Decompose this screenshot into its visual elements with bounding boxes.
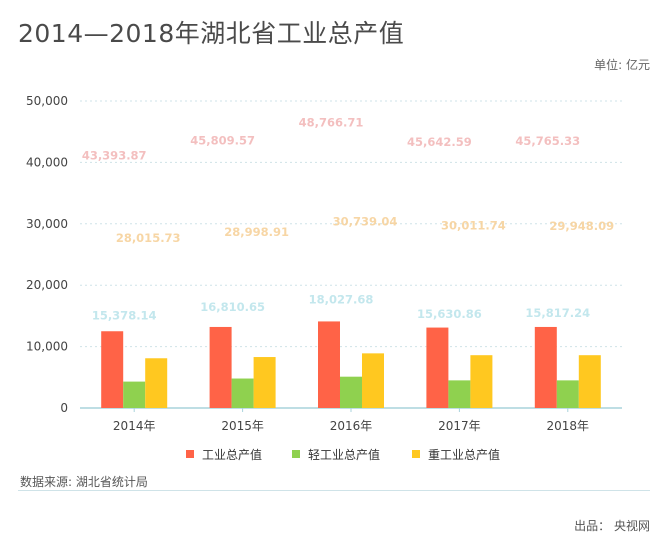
bar-light — [448, 380, 471, 408]
bar-light — [556, 380, 579, 408]
data-source: 数据来源: 湖北省统计局 — [20, 475, 148, 489]
faded-value-label: 16,810.65 — [200, 300, 265, 314]
legend-label: 工业总产值 — [202, 447, 262, 462]
x-tick-label: 2018年 — [547, 419, 590, 433]
faded-value-label: 30,011.74 — [441, 219, 506, 233]
faded-value-label: 18,027.68 — [309, 292, 374, 306]
bar-total — [318, 321, 340, 408]
footer-divider — [18, 490, 650, 491]
x-tick-label: 2015年 — [221, 419, 264, 433]
faded-value-label: 30,739.04 — [333, 214, 398, 228]
x-tick-label: 2014年 — [113, 419, 156, 433]
bar-heavy — [470, 355, 493, 408]
faded-value-label: 15,817.24 — [525, 306, 590, 320]
legend-label: 重工业总产值 — [428, 447, 500, 462]
legend-swatch — [412, 450, 420, 458]
bar-total — [209, 326, 232, 408]
x-tick-label: 2017年 — [438, 419, 481, 433]
faded-value-label: 45,809.57 — [190, 134, 255, 148]
y-tick-label: 0 — [60, 401, 68, 415]
bar-light — [340, 376, 362, 408]
faded-value-label: 15,630.86 — [417, 307, 482, 321]
unit-label: 单位: 亿元 — [594, 58, 650, 72]
y-tick-label: 20,000 — [26, 278, 68, 292]
bar-total — [426, 327, 449, 408]
faded-value-label: 43,393.87 — [82, 149, 147, 163]
faded-value-label: 45,642.59 — [407, 135, 472, 149]
y-tick-label: 40,000 — [26, 155, 68, 169]
bar-total — [101, 331, 124, 408]
bar-heavy — [578, 355, 601, 408]
x-tick-label: 2016年 — [330, 419, 373, 433]
faded-value-label: 45,765.33 — [515, 134, 580, 148]
legend-label: 轻工业总产值 — [308, 447, 380, 462]
faded-value-label: 28,015.73 — [116, 231, 181, 245]
chart-title: 2014—2018年湖北省工业总产值 — [18, 19, 405, 48]
faded-value-label: 15,378.14 — [92, 309, 157, 323]
faded-value-label: 29,948.09 — [549, 219, 614, 233]
bar-heavy — [362, 353, 384, 408]
faded-value-label: 48,766.71 — [299, 116, 364, 130]
bar-heavy — [253, 357, 276, 408]
bar-light — [123, 381, 146, 408]
bar-heavy — [145, 358, 168, 408]
legend-swatch — [186, 450, 194, 458]
faded-value-label: 28,998.91 — [224, 225, 289, 239]
y-tick-label: 50,000 — [26, 94, 68, 108]
y-tick-label: 30,000 — [26, 217, 68, 231]
legend-swatch — [292, 450, 300, 458]
bar-total — [534, 326, 557, 408]
credit-label: 出品： 央视网 — [574, 519, 650, 533]
y-tick-label: 10,000 — [26, 340, 68, 354]
bar-light — [231, 378, 254, 408]
